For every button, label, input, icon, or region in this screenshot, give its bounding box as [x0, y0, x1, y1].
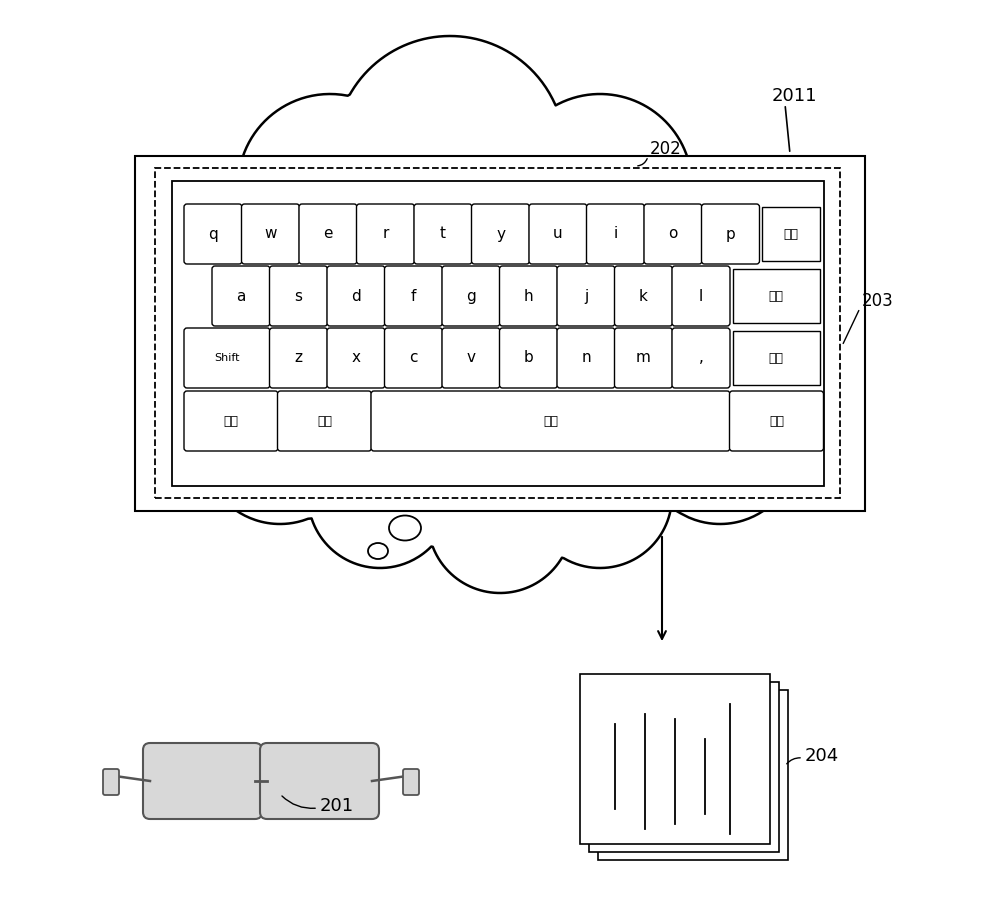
Text: z: z: [295, 351, 303, 365]
Text: 204: 204: [805, 747, 839, 765]
FancyBboxPatch shape: [442, 266, 500, 326]
Text: 隐藏: 隐藏: [784, 227, 798, 241]
FancyBboxPatch shape: [299, 204, 357, 264]
FancyBboxPatch shape: [172, 181, 824, 486]
FancyBboxPatch shape: [529, 204, 587, 264]
Text: p: p: [726, 226, 735, 242]
Text: w: w: [264, 226, 277, 242]
Polygon shape: [140, 36, 860, 593]
FancyBboxPatch shape: [270, 266, 328, 326]
FancyBboxPatch shape: [500, 328, 558, 388]
FancyBboxPatch shape: [733, 331, 820, 385]
Text: r: r: [382, 226, 389, 242]
FancyBboxPatch shape: [762, 207, 820, 261]
FancyBboxPatch shape: [270, 328, 328, 388]
FancyBboxPatch shape: [644, 204, 702, 264]
FancyBboxPatch shape: [135, 156, 865, 511]
FancyBboxPatch shape: [357, 204, 415, 264]
FancyBboxPatch shape: [557, 328, 615, 388]
Text: 确定: 确定: [769, 415, 784, 428]
FancyBboxPatch shape: [384, 328, 443, 388]
Text: u: u: [553, 226, 563, 242]
Text: x: x: [352, 351, 361, 365]
Text: Shift: Shift: [214, 353, 240, 363]
Text: 清空: 清空: [769, 289, 784, 302]
Text: e: e: [323, 226, 333, 242]
Text: 符号: 符号: [317, 415, 332, 428]
Text: g: g: [466, 289, 476, 303]
FancyBboxPatch shape: [403, 769, 419, 795]
Text: f: f: [411, 289, 416, 303]
FancyBboxPatch shape: [589, 682, 779, 852]
FancyBboxPatch shape: [733, 269, 820, 323]
FancyBboxPatch shape: [385, 266, 443, 326]
Text: j: j: [584, 289, 588, 303]
Text: ,: ,: [699, 351, 703, 365]
FancyBboxPatch shape: [371, 391, 730, 451]
FancyBboxPatch shape: [242, 204, 300, 264]
Text: b: b: [524, 351, 533, 365]
FancyBboxPatch shape: [614, 328, 672, 388]
Text: i: i: [613, 226, 618, 242]
FancyBboxPatch shape: [702, 204, 760, 264]
FancyBboxPatch shape: [472, 204, 530, 264]
Text: a: a: [236, 289, 246, 303]
FancyBboxPatch shape: [327, 328, 385, 388]
Text: c: c: [409, 351, 418, 365]
FancyBboxPatch shape: [327, 266, 385, 326]
Text: l: l: [699, 289, 703, 303]
FancyBboxPatch shape: [580, 674, 770, 844]
Text: o: o: [668, 226, 678, 242]
FancyBboxPatch shape: [557, 266, 615, 326]
Text: 203: 203: [862, 292, 894, 310]
FancyBboxPatch shape: [184, 391, 278, 451]
FancyBboxPatch shape: [672, 328, 730, 388]
FancyBboxPatch shape: [586, 204, 644, 264]
FancyBboxPatch shape: [614, 266, 672, 326]
FancyBboxPatch shape: [278, 391, 372, 451]
Text: k: k: [639, 289, 648, 303]
FancyBboxPatch shape: [414, 204, 472, 264]
Text: q: q: [208, 226, 218, 242]
Text: 201: 201: [320, 797, 354, 815]
Ellipse shape: [368, 543, 388, 559]
FancyBboxPatch shape: [260, 743, 379, 819]
FancyBboxPatch shape: [442, 328, 500, 388]
FancyBboxPatch shape: [730, 391, 824, 451]
Text: t: t: [440, 226, 446, 242]
Text: n: n: [581, 351, 591, 365]
Text: y: y: [496, 226, 505, 242]
FancyBboxPatch shape: [672, 266, 730, 326]
Text: 2011: 2011: [772, 87, 818, 105]
Text: 空格: 空格: [543, 415, 558, 428]
Text: h: h: [524, 289, 533, 303]
Text: m: m: [636, 351, 651, 365]
Ellipse shape: [389, 516, 421, 540]
FancyBboxPatch shape: [598, 690, 788, 860]
Text: v: v: [466, 351, 476, 365]
FancyBboxPatch shape: [103, 769, 119, 795]
FancyBboxPatch shape: [143, 743, 262, 819]
FancyBboxPatch shape: [500, 266, 558, 326]
Text: d: d: [351, 289, 361, 303]
Text: s: s: [295, 289, 303, 303]
Text: 删除: 删除: [769, 352, 784, 365]
Text: 数字: 数字: [224, 415, 239, 428]
FancyBboxPatch shape: [184, 204, 242, 264]
FancyBboxPatch shape: [212, 266, 270, 326]
FancyBboxPatch shape: [184, 328, 270, 388]
Text: 202: 202: [650, 140, 682, 158]
